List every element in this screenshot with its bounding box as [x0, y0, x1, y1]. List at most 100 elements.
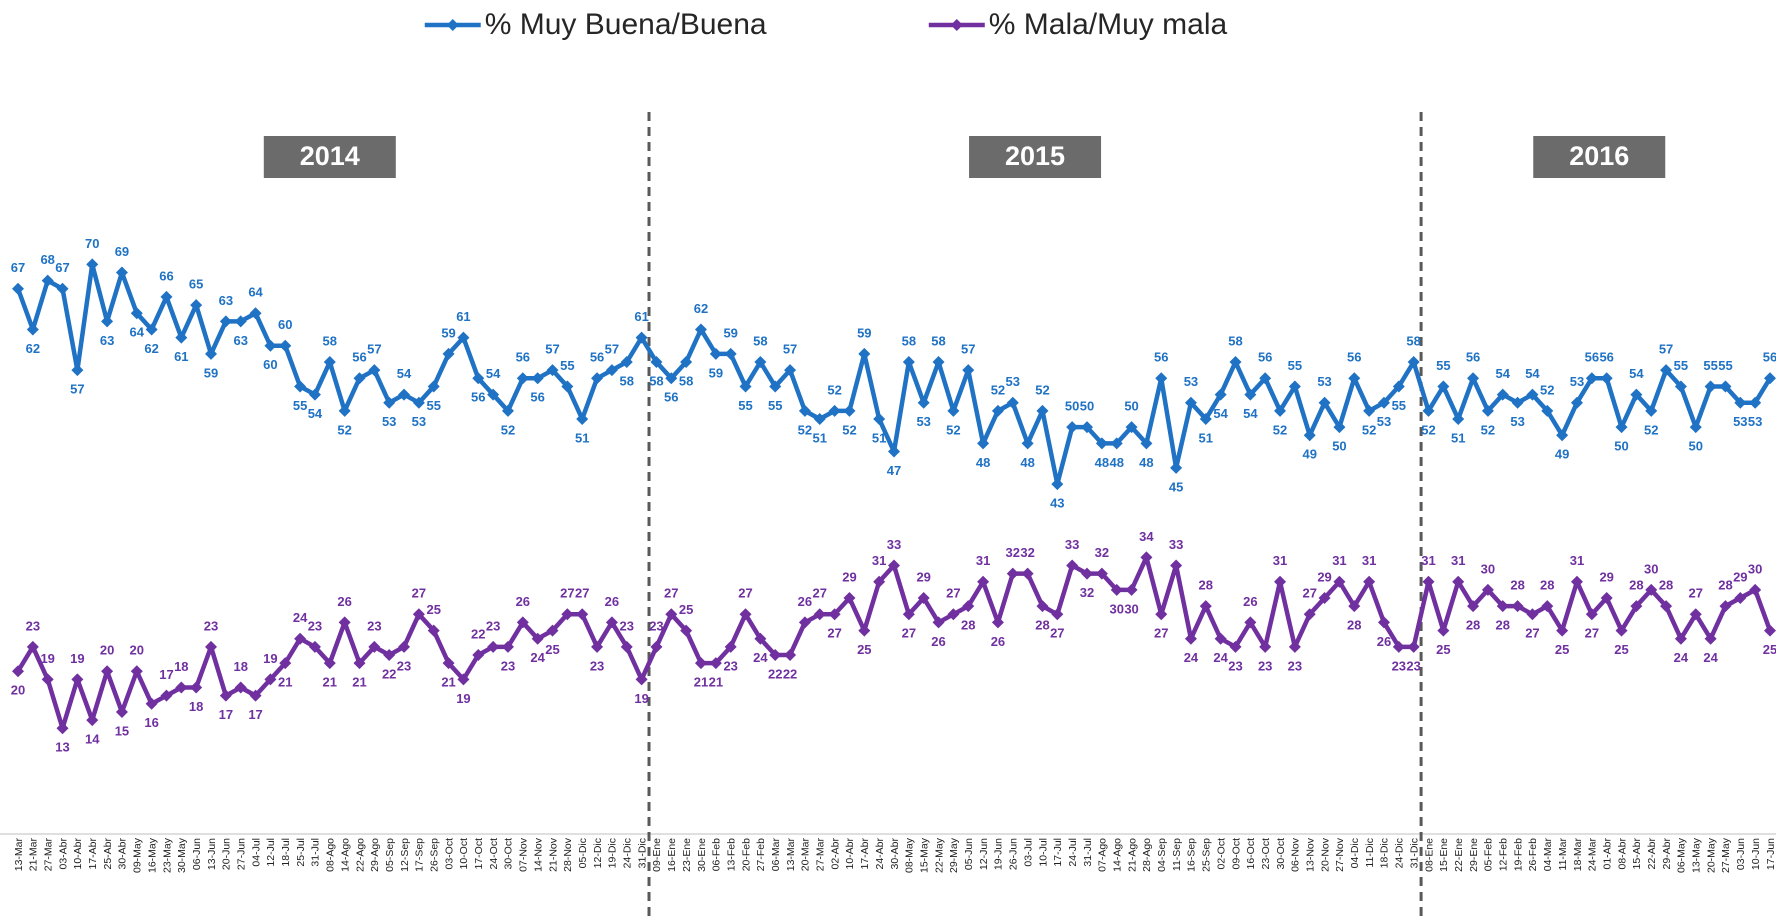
x-tick-label: 27-May — [1720, 837, 1732, 873]
data-label: 52 — [1362, 422, 1376, 437]
x-tick-label: 17-Jun — [1765, 838, 1776, 870]
point — [1081, 567, 1094, 580]
point — [576, 412, 589, 425]
data-label: 53 — [1510, 414, 1524, 429]
point — [828, 404, 841, 417]
point — [427, 624, 440, 637]
point — [798, 404, 811, 417]
x-tick-label: 24-Dic — [1394, 838, 1406, 868]
point — [531, 632, 544, 645]
point — [115, 705, 128, 718]
data-label: 27 — [1525, 626, 1539, 641]
point — [1481, 404, 1494, 417]
point — [1155, 372, 1168, 385]
data-label: 15 — [115, 723, 129, 738]
x-tick-label: 09-Oct — [1230, 838, 1242, 870]
data-label: 22 — [471, 626, 485, 641]
point — [175, 331, 188, 344]
point — [962, 600, 975, 613]
data-label: 53 — [1184, 374, 1198, 389]
point — [828, 608, 841, 621]
x-tick-label: 31-Jul — [1082, 838, 1094, 867]
x-tick-label: 27-Mar — [815, 838, 827, 872]
data-label: 59 — [204, 365, 218, 380]
point — [398, 388, 411, 401]
x-tick-label: 30-Abr — [117, 837, 129, 869]
data-label: 29 — [1317, 569, 1331, 584]
point — [308, 388, 321, 401]
point — [694, 657, 707, 670]
data-label: 52 — [501, 422, 515, 437]
point — [1214, 388, 1227, 401]
x-tick-label: 24-Oct — [488, 838, 500, 870]
point — [1660, 600, 1673, 613]
x-tick-label: 06-Mar — [770, 838, 782, 872]
data-label: 23 — [397, 658, 411, 673]
data-label: 63 — [233, 333, 247, 348]
data-label: 18 — [189, 699, 203, 714]
data-label: 27 — [1689, 586, 1703, 601]
data-label: 59 — [709, 365, 723, 380]
point — [1496, 388, 1509, 401]
point — [1051, 608, 1064, 621]
data-label: 65 — [189, 277, 203, 292]
point — [1764, 372, 1776, 385]
data-label: 52 — [1421, 422, 1435, 437]
data-label: 52 — [1481, 422, 1495, 437]
data-label: 54 — [397, 366, 412, 381]
point — [1422, 404, 1435, 417]
data-label: 23 — [590, 658, 604, 673]
point — [1541, 600, 1554, 613]
x-tick-label: 09-Ene — [651, 838, 663, 872]
point — [1749, 396, 1762, 409]
x-tick-label: 15-May — [918, 837, 930, 873]
point — [1110, 437, 1123, 450]
data-label: 27 — [560, 586, 574, 601]
x-tick-label: 12-Jul — [265, 838, 277, 867]
point — [1481, 583, 1494, 596]
point — [1511, 600, 1524, 613]
data-label: 56 — [1763, 350, 1776, 365]
point — [1140, 551, 1153, 564]
data-label: 20 — [100, 643, 114, 658]
data-label: 25 — [1763, 642, 1776, 657]
data-label: 55 — [1436, 358, 1450, 373]
point — [1452, 412, 1465, 425]
data-label: 56 — [590, 350, 604, 365]
point — [724, 640, 737, 653]
data-label: 48 — [1020, 455, 1034, 470]
point — [1674, 380, 1687, 393]
data-label: 29 — [842, 569, 856, 584]
data-label: 32 — [1095, 545, 1109, 560]
x-tick-label: 28-Nov — [562, 837, 574, 872]
data-label: 28 — [961, 618, 975, 633]
data-label: 21 — [441, 675, 455, 690]
data-label: 49 — [1302, 447, 1316, 462]
point — [739, 380, 752, 393]
x-tick-label: 20-Mar — [800, 838, 812, 872]
point — [1660, 364, 1673, 377]
data-label: 13 — [55, 740, 69, 755]
data-label: 29 — [1733, 569, 1747, 584]
data-label: 28 — [1496, 618, 1510, 633]
data-label: 52 — [337, 422, 351, 437]
data-label: 17 — [248, 707, 262, 722]
data-label: 57 — [961, 342, 975, 357]
point — [680, 624, 693, 637]
x-tick-label: 25-Abr — [102, 837, 114, 869]
point — [26, 640, 39, 653]
point — [487, 640, 500, 653]
x-tick-label: 27-Mar — [42, 838, 54, 872]
data-label: 22 — [783, 666, 797, 681]
point — [1600, 372, 1613, 385]
data-label: 50 — [1080, 399, 1094, 414]
data-label: 26 — [931, 634, 945, 649]
point — [1645, 404, 1658, 417]
x-tick-label: 30-Oct — [503, 838, 515, 870]
data-label: 31 — [872, 553, 886, 568]
data-label: 61 — [456, 309, 470, 324]
data-label: 48 — [1109, 455, 1123, 470]
point — [591, 372, 604, 385]
point — [338, 404, 351, 417]
x-tick-label: 06-Nov — [1290, 837, 1302, 872]
